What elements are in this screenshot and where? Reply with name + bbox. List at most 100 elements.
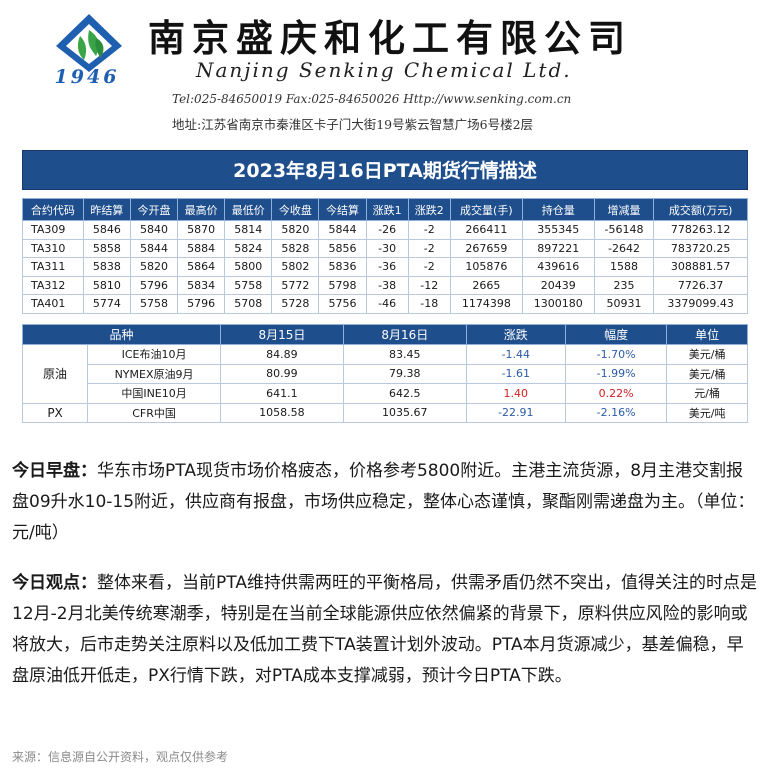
crude-px-table: 品种 8月15日 8月16日 涨跌 幅度 单位 原油 ICE布油10月 84.8… <box>21 324 748 423</box>
value-aug16: 1035.67 <box>342 402 467 423</box>
value-aug16: 642.5 <box>342 383 467 404</box>
table-cell: 5814 <box>224 220 273 240</box>
value-unit: 元/桶 <box>666 383 748 404</box>
table-row: TA310 5858 5844 5884 5824 5828 5856 -30 -2 267659… <box>22 238 748 258</box>
table-cell: 5796 <box>129 275 179 295</box>
table-cell: 1588 <box>593 257 655 277</box>
table-cell: 5758 <box>129 294 179 314</box>
table-cell: 5728 <box>271 294 320 314</box>
commodity-header-row: 品种 8月15日 8月16日 涨跌 幅度 单位 <box>22 324 748 345</box>
table-row: TA311 5838 5820 5864 5800 5802 5836 -36 -2 105876… <box>22 257 748 277</box>
report-title: 2023年8月16日PTA期货行情描述 <box>22 150 748 190</box>
value-aug15: 84.89 <box>219 344 344 365</box>
value-aug16: 79.38 <box>342 363 467 384</box>
futures-header-cell: 合约代码 <box>22 198 84 221</box>
futures-header-cell: 成交额(万元) <box>653 198 748 221</box>
commodity-name: 中国INE10月 <box>87 383 221 404</box>
commodity-name: ICE布油10月 <box>87 344 221 365</box>
futures-header-cell: 持仓量 <box>521 198 595 221</box>
pta-futures-table: 合约代码 昨结算 今开盘 最高价 最低价 今收盘 今结算 涨跌1 涨跌2 成交量(手) 持仓量 增减量… <box>22 198 748 314</box>
table-row: 原油 ICE布油10月 84.89 83.45 -1.44 -1.70% 美元/… <box>21 344 748 404</box>
value-aug16: 83.45 <box>342 344 467 365</box>
table-cell: 5840 <box>129 220 179 240</box>
table-cell: 439616 <box>521 257 595 277</box>
value-unit: 美元/吨 <box>666 402 748 423</box>
table-cell: -38 <box>365 275 409 295</box>
value-aug15: 641.1 <box>219 383 344 404</box>
table-cell: 1300180 <box>521 294 595 314</box>
morning-session-label: 今日早盘： <box>12 461 97 481</box>
table-cell: -2642 <box>593 238 655 258</box>
header-variety: 品种 <box>22 324 221 345</box>
table-cell: 20439 <box>521 275 595 295</box>
table-cell: 5798 <box>318 275 367 295</box>
table-cell: 5810 <box>82 275 131 295</box>
table-cell: -36 <box>365 257 409 277</box>
morning-session-paragraph: 今日早盘：华东市场PTA现货市场价格疲态，价格参考5800附近。主港主流货源，8… <box>12 456 758 549</box>
table-cell: -2 <box>407 257 451 277</box>
table-row: 中国INE10月 641.1 642.5 1.40 0.22% 元/桶 <box>23 383 748 404</box>
header-aug16: 8月16日 <box>342 324 467 345</box>
value-change: -1.61 <box>465 363 566 384</box>
commodity-name: NYMEX原油9月 <box>87 363 221 384</box>
company-logo <box>56 14 122 72</box>
futures-header-cell: 最高价 <box>177 198 226 221</box>
futures-header-cell: 今开盘 <box>129 198 179 221</box>
table-cell: 5856 <box>318 238 367 258</box>
table-cell: 5828 <box>271 238 320 258</box>
table-cell: 5774 <box>82 294 131 314</box>
table-cell: 7726.37 <box>653 275 748 295</box>
table-row: PX CFR中国 1058.58 1035.67 -22.91 -2.16% 美… <box>21 402 748 423</box>
table-cell: 5834 <box>177 275 226 295</box>
table-cell: 897221 <box>521 238 595 258</box>
futures-header-cell: 昨结算 <box>82 198 131 221</box>
table-cell: 783720.25 <box>653 238 748 258</box>
contract-code: TA309 <box>22 220 84 240</box>
table-cell: 5846 <box>82 220 131 240</box>
contract-code: TA312 <box>22 275 84 295</box>
table-cell: -2 <box>407 220 451 240</box>
table-cell: -26 <box>365 220 409 240</box>
table-cell: 5836 <box>318 257 367 277</box>
value-aug15: 80.99 <box>219 363 344 384</box>
table-cell: 50931 <box>593 294 655 314</box>
header-pct: 幅度 <box>564 324 668 345</box>
morning-session-text: 华东市场PTA现货市场价格疲态，价格参考5800附近。主港主流货源，8月主港交割… <box>12 461 755 543</box>
company-name-cn: 南京盛庆和化工有限公司 <box>148 16 632 60</box>
value-change: -1.44 <box>465 344 566 365</box>
table-cell: 235 <box>593 275 655 295</box>
contract-code: TA311 <box>22 257 84 277</box>
value-pct: 0.22% <box>564 383 668 404</box>
table-cell: 105876 <box>449 257 523 277</box>
contract-code: TA401 <box>22 294 84 314</box>
futures-header-cell: 成交量(手) <box>449 198 523 221</box>
table-cell: 5758 <box>224 275 273 295</box>
futures-header-cell: 最低价 <box>224 198 273 221</box>
value-aug15: 1058.58 <box>219 402 344 423</box>
futures-header-cell: 涨跌2 <box>407 198 451 221</box>
table-cell: 5800 <box>224 257 273 277</box>
value-pct: -1.70% <box>564 344 668 365</box>
commodity-name: CFR中国 <box>87 402 221 423</box>
table-cell: 3379099.43 <box>653 294 748 314</box>
contact-line: Tel:025-84650019 Fax:025-84650026 Http:/… <box>172 92 572 106</box>
value-unit: 美元/桶 <box>666 344 748 365</box>
futures-header-cell: 涨跌1 <box>365 198 409 221</box>
group-crude-oil: 原油 <box>21 344 89 404</box>
value-change: 1.40 <box>465 383 566 404</box>
table-cell: -46 <box>365 294 409 314</box>
futures-header-cell: 今收盘 <box>271 198 320 221</box>
header-unit: 单位 <box>666 324 748 345</box>
table-cell: 5838 <box>82 257 131 277</box>
market-view-paragraph: 今日观点：整体来看，当前PTA维持供需两旺的平衡格局，供需矛盾仍然不突出，值得关… <box>12 568 758 692</box>
table-cell: -2 <box>407 238 451 258</box>
company-name-en: Nanjing Senking Chemical Ltd. <box>196 58 572 82</box>
value-pct: -1.99% <box>564 363 668 384</box>
table-row: TA309 5846 5840 5870 5814 5820 5844 -26 -2 266411… <box>22 220 748 240</box>
market-view-text: 整体来看，当前PTA维持供需两旺的平衡格局，供需矛盾仍然不突出，值得关注的时点是… <box>12 573 757 686</box>
table-cell: 5824 <box>224 238 273 258</box>
table-cell: 355345 <box>521 220 595 240</box>
table-cell: 5802 <box>271 257 320 277</box>
market-view-label: 今日观点： <box>12 573 97 593</box>
letterhead: 1946 南京盛庆和化工有限公司 Nanjing Senking Chemica… <box>0 0 769 140</box>
